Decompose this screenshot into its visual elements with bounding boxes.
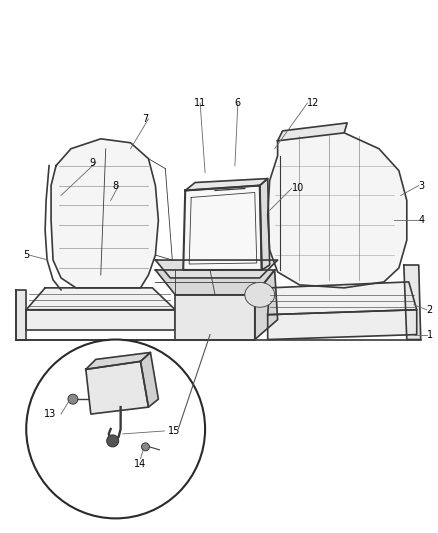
- Polygon shape: [26, 310, 175, 329]
- Polygon shape: [183, 185, 262, 270]
- Text: 4: 4: [419, 215, 425, 225]
- Text: 9: 9: [90, 158, 96, 168]
- Text: 7: 7: [142, 114, 148, 124]
- Polygon shape: [51, 139, 159, 288]
- Text: 8: 8: [113, 181, 119, 190]
- Polygon shape: [404, 265, 421, 340]
- Text: 5: 5: [23, 250, 29, 260]
- Circle shape: [26, 340, 205, 519]
- Text: 14: 14: [134, 459, 147, 469]
- Polygon shape: [260, 179, 270, 270]
- Polygon shape: [185, 179, 268, 190]
- Circle shape: [141, 443, 149, 451]
- Circle shape: [68, 394, 78, 404]
- Polygon shape: [268, 129, 407, 288]
- Polygon shape: [155, 270, 275, 295]
- Polygon shape: [268, 282, 417, 314]
- Text: 15: 15: [168, 426, 181, 436]
- Circle shape: [107, 435, 119, 447]
- Polygon shape: [141, 352, 159, 407]
- Polygon shape: [175, 295, 255, 340]
- Polygon shape: [86, 352, 150, 369]
- Polygon shape: [16, 290, 26, 340]
- Polygon shape: [255, 270, 278, 340]
- Text: 12: 12: [307, 98, 320, 108]
- Ellipse shape: [245, 282, 275, 307]
- Text: 11: 11: [194, 98, 206, 108]
- Polygon shape: [278, 123, 347, 141]
- Text: 2: 2: [427, 305, 433, 314]
- Text: 10: 10: [292, 183, 304, 193]
- Text: 6: 6: [235, 98, 241, 108]
- Text: 3: 3: [419, 181, 425, 190]
- Polygon shape: [86, 361, 148, 414]
- Polygon shape: [268, 310, 417, 340]
- Text: 13: 13: [44, 409, 56, 419]
- Polygon shape: [155, 260, 278, 278]
- Text: 1: 1: [427, 329, 433, 340]
- Polygon shape: [26, 288, 175, 310]
